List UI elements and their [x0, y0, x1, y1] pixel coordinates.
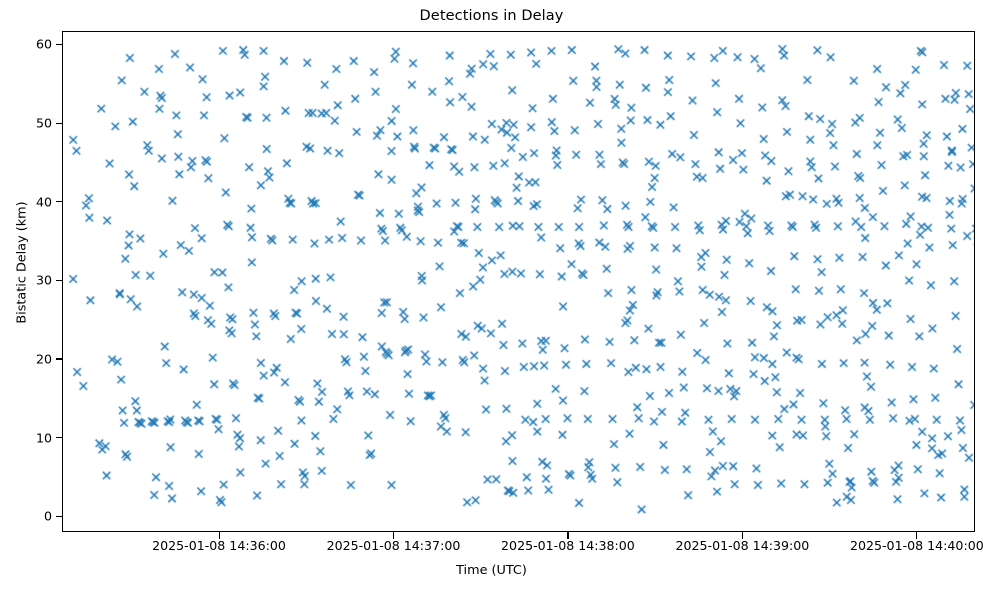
y-tick-label: 20: [35, 351, 52, 367]
scatter-plot-canvas: [63, 32, 974, 531]
x-tick-label: 2025-01-08 14:40:00: [849, 538, 983, 553]
x-tick-mark: [218, 532, 220, 539]
y-axis-label: Bistatic Delay (km): [14, 201, 30, 324]
y-tick-mark: [55, 279, 62, 281]
x-tick-label: 2025-01-08 14:37:00: [326, 538, 461, 553]
y-tick-mark: [55, 43, 62, 45]
x-tick-label: 2025-01-08 14:39:00: [675, 538, 810, 553]
y-tick-mark: [55, 515, 62, 517]
y-axis-tick-labels: 0 10 20 30 40 50 60: [0, 0, 52, 590]
y-tick-mark: [55, 358, 62, 360]
x-tick-mark: [392, 532, 395, 539]
x-axis-label: Time (UTC): [456, 563, 527, 578]
page-title: Detections in Delay: [419, 8, 564, 24]
y-tick-mark: [55, 201, 62, 203]
y-tick-mark: [55, 437, 62, 439]
y-tick-mark: [55, 122, 62, 124]
x-tick-mark: [916, 532, 918, 539]
y-tick-label: 60: [35, 36, 52, 52]
y-tick-label: 0: [43, 508, 52, 524]
y-tick-label: 50: [35, 115, 52, 131]
x-tick-mark: [741, 532, 743, 539]
y-tick-label: 10: [35, 430, 52, 446]
y-tick-label: 40: [35, 194, 52, 210]
x-tick-label: 2025-01-08 14:38:00: [501, 538, 635, 553]
plot-axes: [62, 31, 975, 532]
y-tick-label: 30: [35, 272, 52, 288]
x-tick-mark: [567, 532, 569, 539]
x-tick-label: 2025-01-08 14:36:00: [152, 538, 286, 553]
